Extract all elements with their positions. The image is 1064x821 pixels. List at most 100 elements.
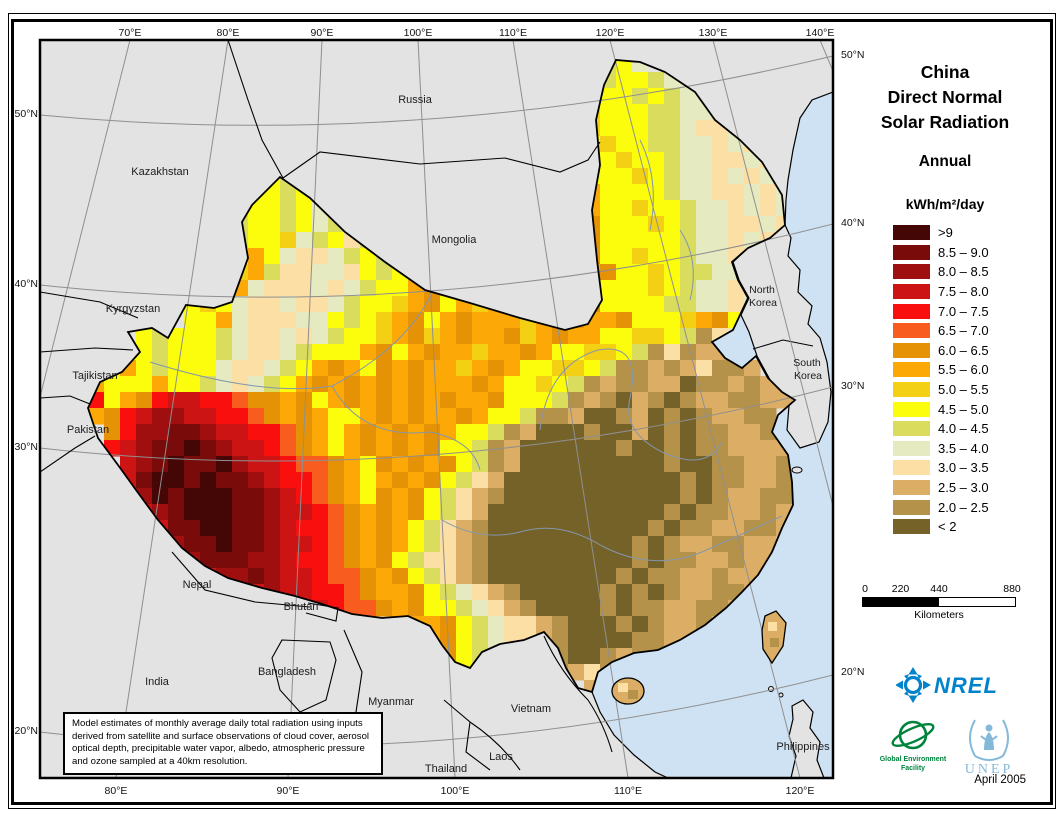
- raster-cell: [632, 360, 649, 377]
- raster-cell: [616, 600, 633, 617]
- raster-cell: [632, 632, 649, 649]
- raster-cell: [696, 568, 713, 585]
- raster-cell: [632, 504, 649, 521]
- raster-cell: [264, 344, 281, 361]
- raster-cell: [536, 376, 553, 393]
- raster-cell: [456, 408, 473, 425]
- raster-cell: [520, 584, 537, 601]
- raster-cell: [280, 296, 297, 313]
- raster-cell: [328, 536, 345, 553]
- raster-cell: [200, 360, 217, 377]
- raster-cell: [664, 232, 681, 249]
- raster-cell: [376, 328, 393, 345]
- latitude-label: 50°N: [15, 108, 38, 120]
- raster-cell: [664, 104, 681, 121]
- raster-cell: [552, 328, 569, 345]
- legend-label: 8.0 – 8.5: [938, 264, 989, 280]
- raster-cell: [552, 488, 569, 505]
- raster-cell: [504, 536, 521, 553]
- country-label: Tajikistan: [72, 370, 117, 382]
- raster-cell: [488, 328, 505, 345]
- legend-item: < 2: [893, 517, 989, 537]
- raster-cell: [264, 536, 281, 553]
- raster-cell: [648, 312, 665, 329]
- raster-cell: [408, 600, 425, 617]
- raster-cell: [472, 360, 489, 377]
- raster-cell: [280, 280, 297, 297]
- raster-cell: [456, 568, 473, 585]
- raster-cell: [232, 488, 249, 505]
- raster-cell: [264, 328, 281, 345]
- raster-cell: [616, 104, 633, 121]
- raster-cell: [360, 264, 377, 281]
- raster-cell: [616, 312, 633, 329]
- legend-swatch: [893, 499, 930, 515]
- raster-cell: [280, 248, 297, 265]
- legend-item: 8.0 – 8.5: [893, 262, 989, 282]
- longitude-label: 80°E: [217, 27, 240, 39]
- raster-cell: [488, 312, 505, 329]
- country-label: Bangladesh: [258, 666, 316, 678]
- raster-cell: [120, 376, 137, 393]
- raster-cell: [680, 376, 697, 393]
- raster-cell: [488, 600, 505, 617]
- raster-cell: [712, 424, 729, 441]
- raster-cell: [424, 344, 441, 361]
- raster-cell: [280, 360, 297, 377]
- raster-cell: [280, 488, 297, 505]
- raster-cell: [696, 328, 713, 345]
- raster-cell: [440, 568, 457, 585]
- raster-cell: [632, 520, 649, 537]
- raster-cell: [584, 360, 601, 377]
- raster-cell: [376, 280, 393, 297]
- raster-cell: [600, 552, 617, 569]
- title-line-2: Direct Normal: [887, 87, 1003, 107]
- raster-cell: [616, 168, 633, 185]
- raster-cell: [696, 584, 713, 601]
- raster-cell: [296, 216, 313, 233]
- raster-cell: [648, 296, 665, 313]
- raster-cell: [712, 456, 729, 473]
- raster-cell: [328, 520, 345, 537]
- raster-cell: [600, 168, 617, 185]
- raster-cell: [216, 408, 233, 425]
- raster-cell: [664, 392, 681, 409]
- raster-cell: [728, 456, 745, 473]
- raster-cell: [200, 472, 217, 489]
- raster-cell: [584, 504, 601, 521]
- raster-cell: [520, 488, 537, 505]
- raster-cell: [616, 200, 633, 217]
- raster-cell: [568, 616, 585, 633]
- legend-swatch: [893, 303, 930, 319]
- raster-cell: [360, 360, 377, 377]
- raster-cell: [296, 264, 313, 281]
- jeju-island: [791, 466, 803, 474]
- raster-cell: [632, 584, 649, 601]
- raster-cell: [680, 552, 697, 569]
- legend-swatch: [893, 225, 930, 241]
- raster-cell: [728, 152, 745, 169]
- raster-cell: [504, 488, 521, 505]
- raster-cell: [728, 520, 745, 537]
- raster-cell: [664, 152, 681, 169]
- raster-cell: [168, 488, 185, 505]
- raster-cell: [440, 488, 457, 505]
- raster-cell: [344, 504, 361, 521]
- raster-cell: [184, 408, 201, 425]
- raster-cell: [344, 264, 361, 281]
- legend-label: 5.0 – 5.5: [938, 382, 989, 398]
- raster-cell: [664, 424, 681, 441]
- raster-cell: [568, 536, 585, 553]
- raster-cell: [696, 472, 713, 489]
- country-label: Kazakhstan: [131, 166, 188, 178]
- raster-cell: [248, 328, 265, 345]
- raster-cell: [616, 344, 633, 361]
- philippines: [788, 699, 825, 778]
- raster-cell: [488, 584, 505, 601]
- raster-cell: [168, 392, 185, 409]
- raster-cell: [312, 520, 329, 537]
- raster-cell: [680, 600, 697, 617]
- raster-cell: [232, 552, 249, 569]
- raster-cell: [472, 376, 489, 393]
- raster-cell: [744, 376, 761, 393]
